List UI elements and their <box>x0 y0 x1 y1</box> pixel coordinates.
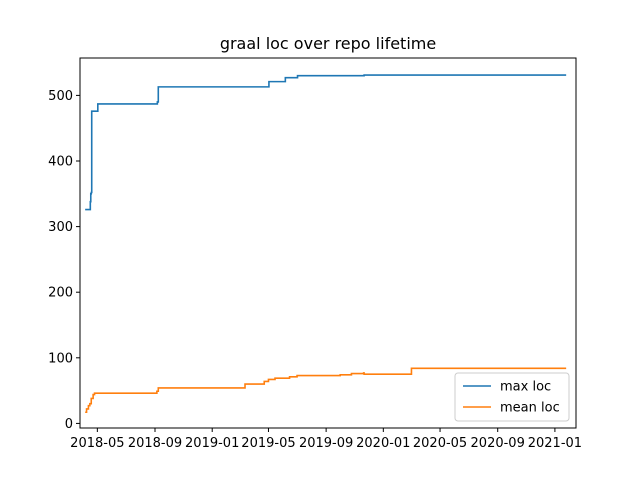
x-tick-label: 2021-01 <box>528 436 582 451</box>
y-axis: 0 100 200 300 400 500 <box>48 89 80 432</box>
x-tick-label: 2019-09 <box>299 436 353 451</box>
x-tick-label: 2019-01 <box>185 436 239 451</box>
legend: max loc mean loc <box>454 372 570 422</box>
series-line-1 <box>85 367 567 414</box>
plot-lines <box>85 74 567 414</box>
x-tick-label: 2018-05 <box>70 436 124 451</box>
x-axis: 2018-05 2018-09 2019-01 2019-05 2019-09 2020-… <box>70 428 582 451</box>
x-tick-label: 2018-09 <box>128 436 182 451</box>
plot-area-frame <box>79 57 577 429</box>
y-tick-label: 400 <box>48 154 73 169</box>
legend-label-1: mean loc <box>500 401 560 416</box>
y-tick-label: 200 <box>48 286 73 301</box>
x-tick-label: 2020-05 <box>413 436 467 451</box>
y-tick-label: 0 <box>65 417 73 432</box>
legend-label-0: max loc <box>500 380 551 395</box>
x-tick-label: 2020-09 <box>471 436 525 451</box>
y-tick-label: 300 <box>48 220 73 235</box>
x-tick-label: 2019-05 <box>241 436 295 451</box>
x-tick-label: 2020-01 <box>356 436 410 451</box>
chart-title: graal loc over repo lifetime <box>220 34 436 53</box>
y-tick-label: 500 <box>48 89 73 104</box>
legend-box <box>454 372 570 422</box>
series-line-0 <box>85 74 567 211</box>
y-tick-label: 100 <box>48 351 73 366</box>
